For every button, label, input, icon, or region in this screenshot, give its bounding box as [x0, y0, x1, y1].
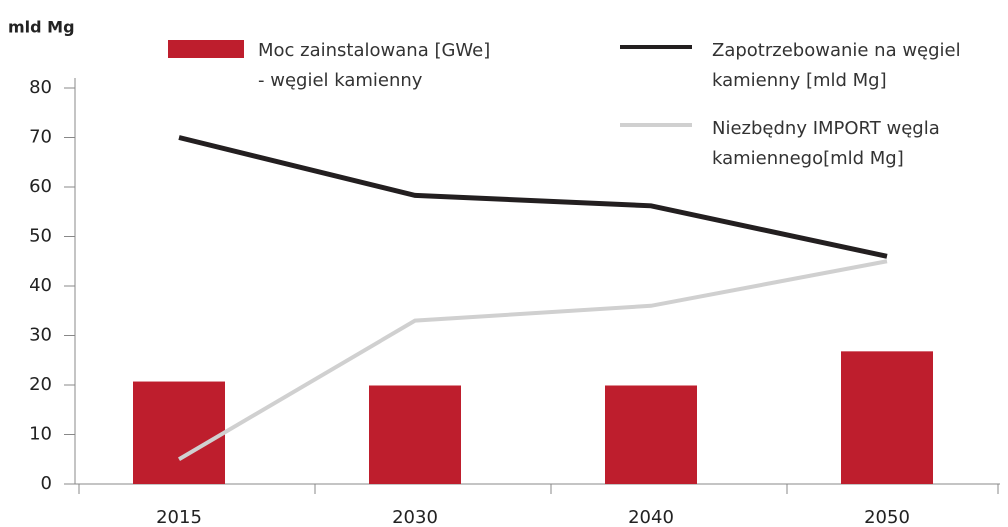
- y-tick-label: 70: [29, 127, 52, 148]
- y-tick-label: 50: [29, 226, 52, 247]
- bar: [369, 385, 461, 484]
- y-tick-label: 60: [29, 176, 52, 197]
- y-tick-label: 20: [29, 374, 52, 395]
- y-tick-label: 30: [29, 325, 52, 346]
- x-tick-label: 2030: [392, 507, 438, 527]
- y-tick-label: 40: [29, 275, 52, 296]
- bar: [841, 351, 933, 484]
- y-tick-label: 80: [29, 77, 52, 98]
- line: [177, 259, 888, 461]
- y-tick-label: 0: [41, 473, 52, 494]
- legend-label: Moc zainstalowana [GWe] - węgiel kamienn…: [258, 40, 491, 91]
- bar: [605, 385, 697, 484]
- y-axis-label: mld Mg: [8, 18, 75, 37]
- legend-label: Zapotrzebowanie na węgiel kamienny [mld …: [712, 40, 961, 91]
- y-tick-label: 10: [29, 424, 52, 445]
- bar: [133, 381, 225, 484]
- x-tick-label: 2040: [628, 507, 674, 527]
- legend-label: Niezbędny IMPORT węgla kamiennego[mld Mg…: [712, 118, 940, 169]
- legend-swatch: [168, 40, 244, 58]
- line: [178, 135, 888, 259]
- x-tick-label: 2050: [864, 507, 910, 527]
- x-tick-label: 2015: [156, 507, 202, 527]
